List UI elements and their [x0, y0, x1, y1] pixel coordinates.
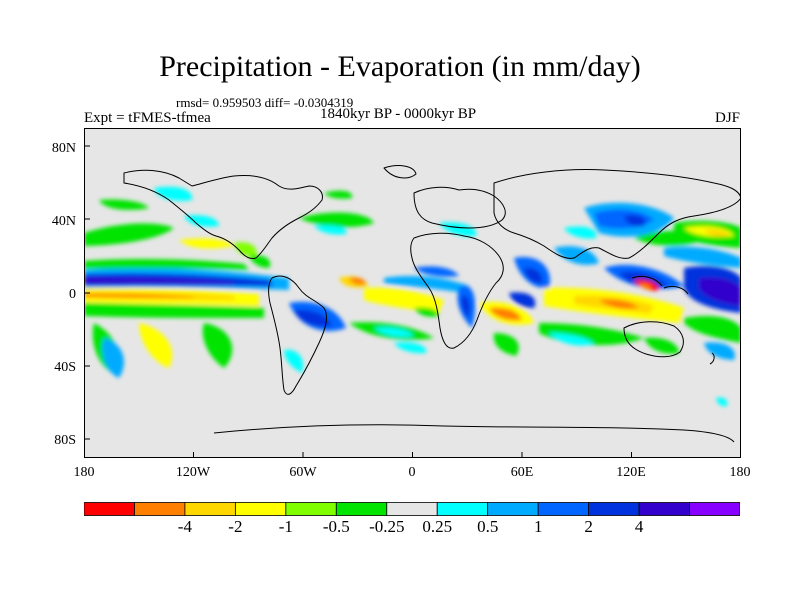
colorbar-swatch — [487, 502, 539, 516]
colorbar-label-1: 1 — [533, 517, 543, 536]
pe-contour-field — [84, 186, 741, 407]
period-label: 1840kyr BP - 0000kyr BP — [320, 106, 477, 122]
colorbar-swatch — [84, 502, 135, 516]
colorbar-swatch — [436, 502, 489, 516]
colorbar-label-neg0.5: -0.5 — [322, 517, 350, 536]
colorbar-label-0.5: 0.5 — [477, 517, 499, 536]
colorbar — [84, 502, 740, 516]
colorbar-swatch — [335, 502, 388, 516]
colorbar-swatch — [134, 502, 186, 516]
lon-label-180w: 180 — [73, 465, 95, 480]
lon-label-120e: 120E — [616, 465, 646, 480]
colorbar-swatch — [234, 502, 287, 516]
plot-title: Precipitation - Evaporation (in mm/day) — [159, 50, 641, 83]
colorbar-label-neg0.25: -0.25 — [369, 517, 405, 536]
lon-label-180e: 180 — [729, 465, 751, 480]
colorbar-swatch — [386, 502, 438, 516]
lat-label-eq: 0 — [69, 287, 76, 302]
season-label: DJF — [714, 110, 740, 126]
axis-ticks — [84, 145, 632, 458]
colorbar-swatch — [537, 502, 590, 516]
colorbar-label-neg2: -2 — [228, 517, 243, 536]
colorbar-swatch — [184, 502, 236, 516]
colorbar-swatch — [285, 502, 337, 516]
colorbar-label-neg1: -1 — [278, 517, 293, 536]
stats-subtitle: rmsd= 0.959503 diff= -0.0304319 — [176, 95, 354, 110]
lat-label-40n: 40N — [51, 214, 76, 229]
colorbar-label-2: 2 — [584, 517, 593, 536]
colorbar-label-4: 4 — [634, 517, 644, 536]
lon-label-60e: 60E — [510, 465, 534, 480]
map-panel — [84, 128, 741, 458]
lat-label-40s: 40S — [54, 360, 76, 375]
coastlines — [123, 165, 741, 443]
lon-label-0: 0 — [408, 465, 416, 480]
lat-label-80s: 80S — [54, 433, 76, 448]
colorbar-swatch — [588, 502, 640, 516]
colorbar-label-neg4: -4 — [177, 517, 192, 536]
colorbar-swatch — [638, 502, 690, 516]
lon-label-60w: 60W — [289, 465, 317, 480]
colorbar-swatch — [689, 502, 740, 516]
colorbar-label-0.25: 0.25 — [422, 517, 453, 536]
lat-label-80n: 80N — [51, 141, 76, 156]
experiment-label: Expt = tFMES-tfmea — [84, 110, 211, 126]
lon-label-120w: 120W — [175, 465, 211, 480]
